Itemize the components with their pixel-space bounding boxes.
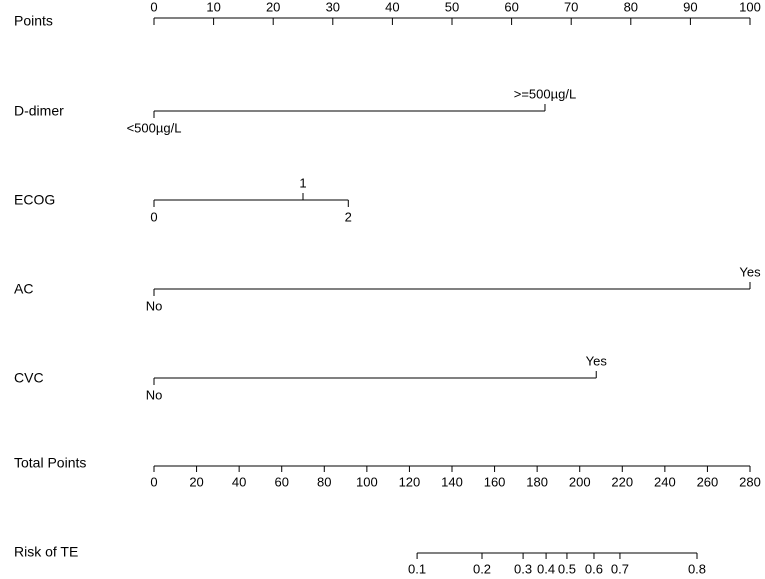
- tick-label: 0.5: [558, 561, 576, 576]
- row-label: D-dimer: [14, 103, 64, 119]
- tick-label: 0.1: [408, 561, 426, 576]
- tick-label: 70: [564, 0, 578, 14]
- tick-label: 260: [697, 474, 719, 489]
- tick-label: 0.8: [688, 561, 706, 576]
- level-label: >=500µg/L: [514, 86, 576, 101]
- tick-label: 160: [484, 474, 506, 489]
- tick-label: 10: [206, 0, 220, 14]
- tick-label: 100: [739, 0, 761, 14]
- tick-label: 180: [526, 474, 548, 489]
- tick-label: 50: [445, 0, 459, 14]
- tick-label: 220: [611, 474, 633, 489]
- row-label: ECOG: [14, 192, 55, 208]
- tick-label: 0.6: [585, 561, 603, 576]
- tick-label: 30: [326, 0, 340, 14]
- row-label: AC: [14, 281, 33, 297]
- tick-label: 20: [266, 0, 280, 14]
- level-label: 2: [345, 209, 352, 224]
- tick-label: 90: [683, 0, 697, 14]
- tick-label: 40: [385, 0, 399, 14]
- tick-label: 0: [150, 0, 157, 14]
- row-label: CVC: [14, 370, 44, 386]
- tick-label: 60: [504, 0, 518, 14]
- level-label: Yes: [739, 264, 761, 279]
- tick-label: 0: [150, 474, 157, 489]
- tick-label: 0.3: [514, 561, 532, 576]
- tick-label: 240: [654, 474, 676, 489]
- tick-label: 100: [356, 474, 378, 489]
- tick-label: 140: [441, 474, 463, 489]
- tick-label: 0.7: [611, 561, 629, 576]
- level-label: 0: [150, 209, 157, 224]
- tick-label: 80: [624, 0, 638, 14]
- level-label: <500µg/L: [127, 120, 182, 135]
- level-label: No: [146, 298, 163, 313]
- level-label: No: [146, 387, 163, 402]
- level-label: Yes: [586, 353, 608, 368]
- row-label: Points: [14, 13, 53, 29]
- row-label: Total Points: [14, 455, 86, 471]
- tick-label: 40: [232, 474, 246, 489]
- row-label: Risk of TE: [14, 544, 78, 560]
- tick-label: 120: [399, 474, 421, 489]
- tick-label: 60: [274, 474, 288, 489]
- tick-label: 280: [739, 474, 761, 489]
- tick-label: 0.4: [537, 561, 555, 576]
- tick-label: 20: [189, 474, 203, 489]
- tick-label: 200: [569, 474, 591, 489]
- level-label: 1: [299, 175, 306, 190]
- tick-label: 0.2: [473, 561, 491, 576]
- tick-label: 80: [317, 474, 331, 489]
